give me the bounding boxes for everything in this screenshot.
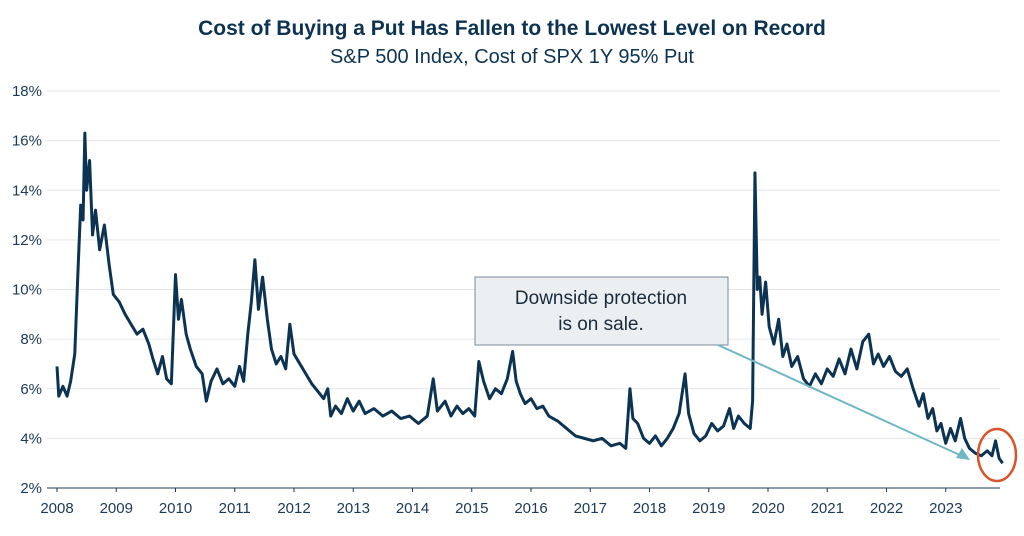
x-tick-label: 2014: [396, 500, 429, 517]
y-tick-label: 10%: [12, 282, 42, 299]
annotation-text: is on sale.: [558, 314, 644, 335]
y-tick-label: 12%: [12, 232, 42, 249]
x-tick-label: 2008: [40, 500, 73, 517]
x-tick-label: 2011: [219, 500, 251, 517]
x-tick-label: 2018: [633, 500, 666, 517]
arrow-head: [956, 448, 970, 460]
chart-subtitle: S&P 500 Index, Cost of SPX 1Y 95% Put: [330, 46, 694, 68]
x-tick-label: 2013: [337, 500, 370, 517]
x-tick-label: 2010: [159, 500, 192, 517]
annotation-text: Downside protection: [515, 288, 687, 309]
plot-area: [55, 131, 1004, 465]
x-tick-label: 2012: [277, 500, 310, 517]
x-tick-label: 2023: [929, 500, 962, 517]
x-tick-label: 2019: [692, 500, 725, 517]
x-tick-label: 2009: [100, 500, 133, 517]
y-tick-label: 14%: [12, 182, 42, 199]
annotation-box: [474, 276, 729, 346]
chart-title: Cost of Buying a Put Has Fallen to the L…: [198, 17, 826, 40]
y-tick-label: 16%: [12, 133, 42, 150]
y-tick-label: 2%: [20, 480, 42, 497]
x-tick-label: 2015: [455, 500, 488, 517]
annotation-layer: Downside protection is on sale.: [474, 276, 1018, 483]
x-tick-label: 2017: [574, 500, 607, 517]
y-tick-label: 4%: [20, 430, 42, 447]
highlight-circle: [976, 427, 1018, 483]
x-tick-label: 2016: [514, 500, 547, 517]
x-tick-label: 2020: [751, 500, 784, 517]
line-series: [55, 131, 1004, 465]
y-tick-label: 8%: [20, 331, 42, 348]
y-tick-label: 6%: [20, 381, 42, 398]
annotation-arrow: [717, 344, 963, 457]
x-tick-label: 2022: [870, 500, 903, 517]
y-tick-label: 18%: [12, 83, 42, 100]
x-tick-label: 2021: [811, 500, 844, 517]
